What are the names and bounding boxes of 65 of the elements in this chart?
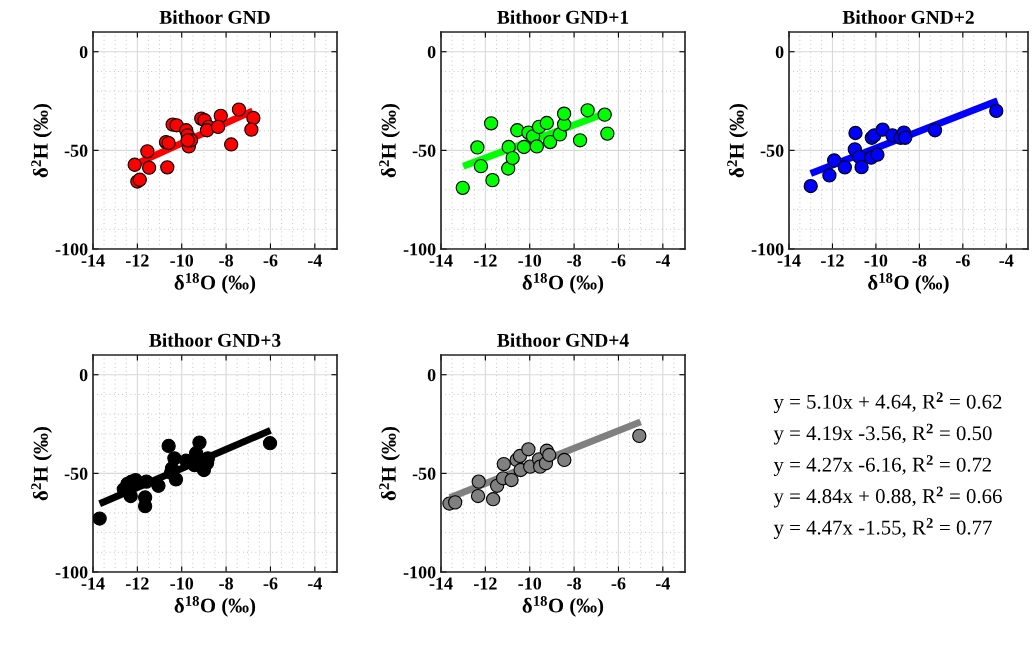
y-tick-label: -50 bbox=[412, 144, 436, 157]
x-tick-label: -8 bbox=[219, 577, 234, 590]
chart-title: Bithoor GND+3 bbox=[149, 333, 281, 347]
x-tick-label: -6 bbox=[263, 577, 278, 590]
y-tick-label: -50 bbox=[412, 467, 436, 480]
y-axis-title: δ$^{2}$H (‰) bbox=[31, 104, 53, 178]
x-tick-label: -4 bbox=[655, 577, 670, 590]
x-tick-label: -4 bbox=[999, 254, 1014, 267]
x-tick-label: -10 bbox=[518, 254, 542, 267]
x-axis-title: δ$^{18}$O (‰) bbox=[522, 273, 604, 294]
x-tick-label: -6 bbox=[263, 254, 278, 267]
x-tick-label: -12 bbox=[125, 254, 149, 267]
y-tick-label: -100 bbox=[751, 243, 784, 256]
x-tick-label: -6 bbox=[611, 254, 626, 267]
text: y = 4.19x -3.56, R$^{2}$ = 0.50 bbox=[773, 423, 992, 445]
x-tick-label: -14 bbox=[429, 254, 453, 267]
x-tick-label: -12 bbox=[125, 577, 149, 590]
x-tick-label: -8 bbox=[219, 254, 234, 267]
x-tick-label: -6 bbox=[611, 577, 626, 590]
x-tick-label: -8 bbox=[567, 577, 582, 590]
x-tick-label: -10 bbox=[518, 577, 542, 590]
x-tick-label: -10 bbox=[864, 254, 888, 267]
x-tick-label: -14 bbox=[81, 577, 105, 590]
y-axis-title: δ$^{2}$H (‰) bbox=[727, 104, 749, 178]
y-tick-label: -100 bbox=[55, 566, 88, 579]
y-tick-label: 0 bbox=[427, 368, 436, 382]
x-tick-label: -12 bbox=[473, 577, 497, 590]
chart-title: Bithoor GND bbox=[159, 10, 270, 24]
text: y = 5.10x + 4.64, R$^{2}$ = 0.62 bbox=[773, 392, 1002, 414]
chart-title: Bithoor GND+2 bbox=[842, 10, 974, 24]
text: y = 4.47x -1.55, R$^{2}$ = 0.77 bbox=[773, 518, 992, 539]
chart-title: Bithoor GND+4 bbox=[497, 333, 629, 347]
x-tick-label: -10 bbox=[170, 254, 194, 267]
y-tick-label: 0 bbox=[775, 45, 784, 59]
y-tick-label: 0 bbox=[79, 45, 88, 59]
x-tick-label: -14 bbox=[429, 577, 453, 590]
x-axis-title: δ$^{18}$O (‰) bbox=[522, 596, 604, 617]
x-tick-label: -4 bbox=[307, 577, 322, 590]
x-tick-label: -8 bbox=[567, 254, 582, 267]
y-tick-label: -50 bbox=[64, 144, 88, 157]
y-tick-label: -50 bbox=[760, 144, 784, 157]
x-tick-label: -4 bbox=[655, 254, 670, 267]
y-tick-label: -100 bbox=[403, 243, 436, 256]
x-tick-label: -12 bbox=[821, 254, 844, 267]
y-tick-label: -100 bbox=[403, 566, 436, 579]
x-tick-label: -6 bbox=[955, 254, 970, 267]
x-axis-title: δ$^{18}$O (‰) bbox=[174, 273, 256, 294]
x-axis-title: δ$^{18}$O (‰) bbox=[174, 596, 256, 617]
y-axis-title: δ$^{2}$H (‰) bbox=[379, 104, 401, 178]
y-tick-label: 0 bbox=[427, 45, 436, 59]
x-tick-label: -4 bbox=[307, 254, 322, 267]
text: y = 4.27x -6.16, R$^{2}$ = 0.72 bbox=[773, 455, 991, 476]
text: y = 4.84x + 0.88, R$^{2}$ = 0.66 bbox=[773, 486, 1002, 508]
x-tick-label: -14 bbox=[777, 254, 801, 267]
x-tick-label: -12 bbox=[473, 254, 497, 267]
y-tick-label: 0 bbox=[79, 368, 88, 382]
x-tick-label: -14 bbox=[81, 254, 105, 267]
x-tick-label: -8 bbox=[912, 254, 927, 267]
chart-title: Bithoor GND+1 bbox=[497, 10, 629, 24]
y-axis-title: δ$^{2}$H (‰) bbox=[379, 427, 401, 501]
x-tick-label: -10 bbox=[170, 577, 194, 590]
y-tick-label: -50 bbox=[64, 467, 88, 480]
y-tick-label: -100 bbox=[55, 243, 88, 256]
y-axis-title: δ$^{2}$H (‰) bbox=[31, 427, 53, 501]
x-axis-title: δ$^{18}$O (‰) bbox=[868, 273, 949, 294]
